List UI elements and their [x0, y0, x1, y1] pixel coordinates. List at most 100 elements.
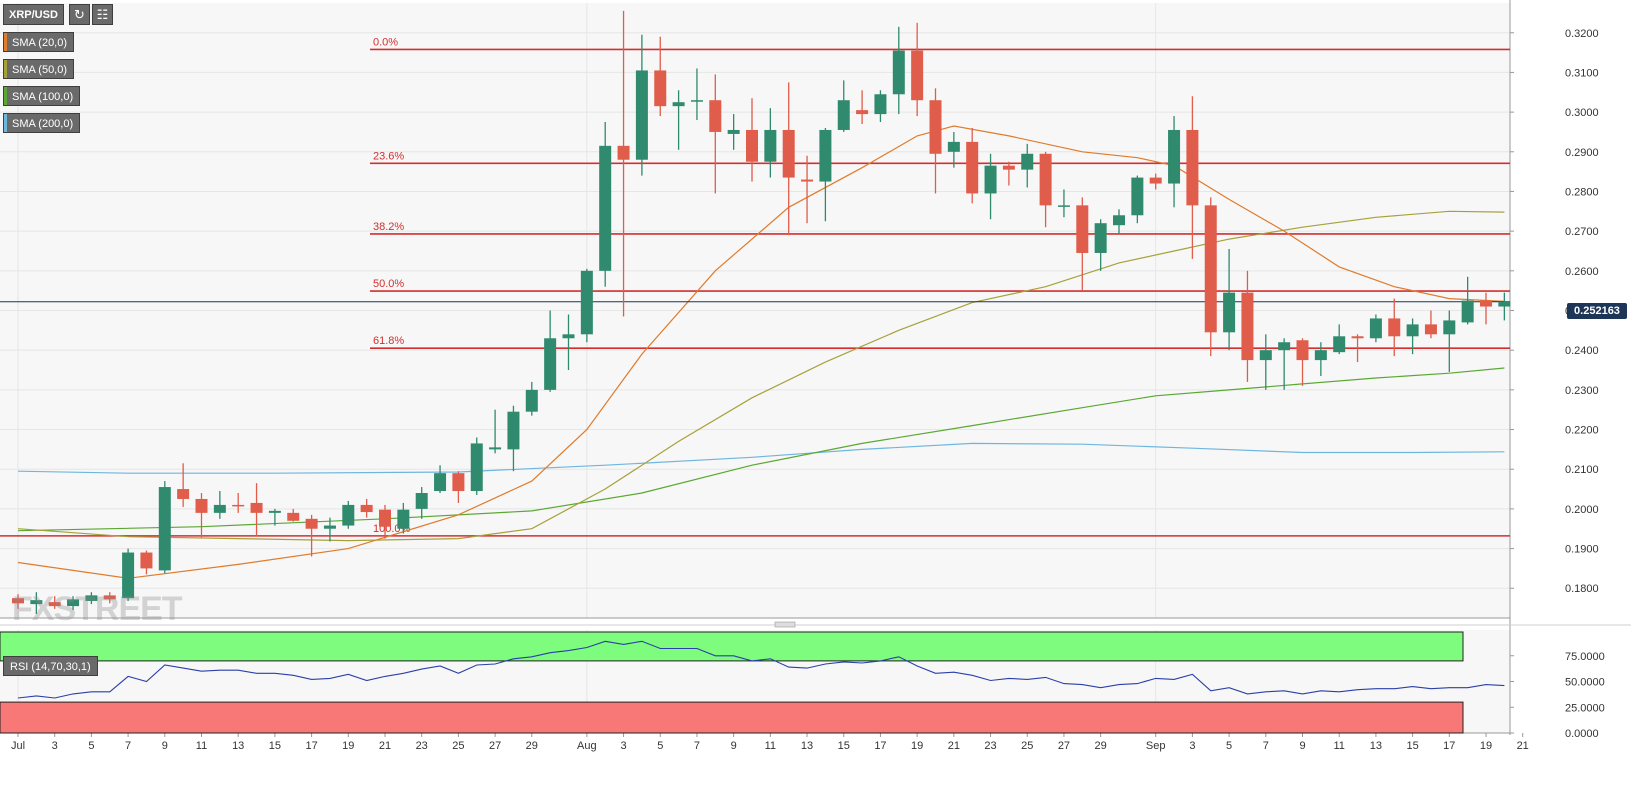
sma20-line: [17, 125, 1505, 579]
candle-body: [232, 504, 245, 507]
y-tick-label: 0.3200: [1565, 28, 1599, 40]
candle-body: [617, 145, 630, 160]
candle-body: [379, 509, 391, 527]
y-tick-label: 0.3100: [1565, 67, 1599, 79]
candle-body: [635, 70, 648, 160]
legend-sma50[interactable]: SMA (50,0): [3, 59, 75, 79]
rsi-tick-label: 25.0000: [1565, 702, 1605, 714]
refresh-icon[interactable]: ↻: [69, 4, 90, 25]
x-tick-label: Aug: [577, 740, 597, 752]
y-tick-label: 0.2900: [1565, 147, 1599, 159]
candle-body: [911, 50, 924, 101]
y-tick-label: 0.2300: [1565, 385, 1599, 397]
x-tick-label: 13: [1370, 740, 1382, 752]
legend-sma20[interactable]: SMA (20,0): [3, 32, 75, 52]
x-tick-label: 27: [489, 740, 501, 752]
candle-body: [1113, 215, 1125, 226]
rsi-legend[interactable]: RSI (14,70,30,1): [3, 656, 98, 676]
x-tick-label: 15: [1406, 740, 1418, 752]
rsi-oversold-zone: [0, 701, 1464, 734]
candle-body: [746, 129, 758, 162]
sma200-line: [17, 442, 1505, 474]
x-tick-label: 23: [416, 740, 428, 752]
rsi-line: [17, 640, 1505, 699]
candle-body: [801, 179, 814, 182]
candle-body: [305, 518, 318, 529]
legend-label-sma20: SMA (20,0): [12, 37, 68, 49]
candle-body: [195, 498, 208, 513]
x-tick-label: 21: [948, 740, 960, 752]
candle-body: [1021, 153, 1034, 170]
y-tick-label: 0.1900: [1565, 544, 1599, 556]
candle-body: [250, 502, 263, 513]
candle-body: [1480, 300, 1492, 307]
x-tick-label: Sep: [1146, 740, 1166, 752]
candle-body: [48, 602, 61, 607]
candle-body: [470, 443, 483, 492]
fibonacci-label: 38.2%: [373, 221, 404, 233]
candle-body: [12, 598, 24, 604]
candle-body: [892, 50, 905, 95]
x-tick-label: Jul: [11, 740, 25, 752]
candle-body: [562, 334, 575, 339]
candle-body: [544, 338, 557, 390]
candle-body: [599, 145, 612, 271]
legend-swatch-sma50: [4, 60, 7, 78]
y-tick-label: 0.1800: [1565, 583, 1599, 595]
x-tick-label: 11: [196, 740, 207, 752]
x-tick-label: 3: [1189, 740, 1195, 752]
candle-body: [1223, 292, 1236, 333]
legend-swatch-sma200: [4, 114, 7, 132]
x-tick-label: 29: [1095, 740, 1107, 752]
candle-body: [947, 141, 960, 152]
candle-body: [67, 599, 80, 607]
legend-sma100[interactable]: SMA (100,0): [3, 86, 81, 106]
candle-body: [1168, 129, 1181, 184]
x-tick-label: 29: [526, 740, 538, 752]
candle-body: [525, 389, 538, 412]
candle-body: [268, 510, 281, 513]
x-tick-label: 5: [88, 740, 94, 752]
fibonacci-label: 0.0%: [373, 36, 398, 48]
x-tick-label: 23: [984, 740, 996, 752]
x-tick-label: 21: [379, 740, 391, 752]
x-tick-label: 17: [874, 740, 886, 752]
symbol-label[interactable]: XRP/USD: [3, 4, 64, 25]
candle-body: [489, 447, 502, 450]
candle-body: [966, 141, 979, 194]
current-price-tag: 0.252163: [1567, 303, 1627, 319]
candle-body: [1369, 318, 1382, 339]
candle-body: [507, 411, 520, 450]
candle-body: [1039, 153, 1052, 206]
candle-body: [158, 487, 171, 571]
y-tick-label: 0.2600: [1565, 266, 1599, 278]
y-tick-label: 0.2200: [1565, 425, 1599, 437]
candle-body: [727, 129, 740, 134]
candle-body: [323, 525, 336, 529]
rsi-tick-label: 0.0000: [1565, 728, 1599, 740]
x-tick-label: 7: [694, 740, 700, 752]
candle-body: [85, 595, 98, 601]
candle-body: [1149, 177, 1162, 184]
bar-chart-icon[interactable]: ☷: [92, 4, 113, 25]
legend-sma200[interactable]: SMA (200,0): [3, 113, 81, 133]
candle-body: [1388, 318, 1401, 337]
x-tick-label: 17: [1443, 740, 1455, 752]
x-tick-label: 13: [801, 740, 813, 752]
legend-swatch-sma100: [4, 87, 7, 105]
x-tick-label: 7: [125, 740, 131, 752]
candle-body: [1002, 165, 1015, 170]
rsi-overbought-zone: [0, 631, 1464, 662]
x-tick-label: 15: [838, 740, 850, 752]
x-tick-label: 5: [657, 740, 663, 752]
candle-body: [287, 512, 300, 521]
candle-body: [1204, 205, 1217, 333]
candle-body: [1498, 301, 1511, 307]
candle-body: [1057, 205, 1070, 207]
candle-body: [874, 94, 887, 115]
pane-resize-handle: [774, 621, 796, 628]
x-tick-label: 19: [1480, 740, 1492, 752]
rsi-tick-label: 50.0000: [1565, 677, 1605, 689]
candle-body: [1076, 205, 1089, 253]
fibonacci-label: 50.0%: [373, 278, 404, 290]
